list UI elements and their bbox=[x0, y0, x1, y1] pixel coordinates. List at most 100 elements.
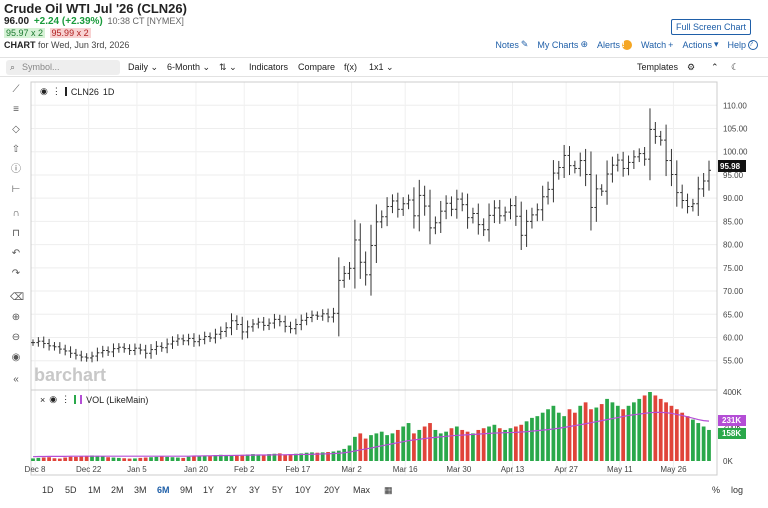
ohlc-bar bbox=[707, 160, 711, 191]
help-link[interactable]: Help? bbox=[727, 39, 758, 50]
range-button-1y[interactable]: 1Y bbox=[203, 485, 215, 495]
volume-bar bbox=[685, 416, 690, 461]
log-toggle[interactable]: log bbox=[731, 485, 744, 495]
line-tool-icon[interactable]: ⟋ bbox=[12, 84, 20, 95]
ohlc-bar bbox=[508, 198, 513, 220]
ohlc-bar bbox=[132, 343, 137, 356]
eye-icon[interactable]: ◉ bbox=[11, 352, 21, 363]
volume-bar bbox=[133, 458, 137, 461]
fib-tool-icon[interactable]: ≡ bbox=[13, 104, 19, 115]
full-screen-chart-button[interactable]: Full Screen Chart bbox=[671, 19, 751, 35]
ohlc-bar bbox=[492, 200, 497, 224]
ohlc-bar bbox=[31, 339, 35, 346]
range-button-1d[interactable]: 1D bbox=[42, 485, 54, 495]
volume-bar bbox=[294, 453, 298, 461]
interval-label: Daily bbox=[128, 62, 149, 72]
volume-bar bbox=[583, 402, 588, 461]
volume-tick-label: 0K bbox=[723, 457, 733, 466]
close-icon[interactable]: × bbox=[40, 394, 46, 405]
undo-icon[interactable]: ↶ bbox=[11, 248, 21, 259]
range-button-2m[interactable]: 2M bbox=[111, 485, 124, 495]
volume-bar bbox=[497, 428, 502, 461]
volume-bar bbox=[192, 455, 196, 461]
fx-button[interactable]: f(x) bbox=[344, 62, 357, 72]
price-line: 96.00 +2.24 (+2.39%) 10:38 CT [NYMEX] bbox=[4, 16, 184, 27]
chevron-down-icon: ⌄ bbox=[229, 62, 237, 72]
range-button-5d[interactable]: 5D bbox=[65, 485, 77, 495]
date-tick-label: Apr 13 bbox=[501, 465, 525, 474]
watch-link[interactable]: Watch + bbox=[641, 40, 673, 50]
zoom-in-icon[interactable]: ⊕ bbox=[11, 312, 21, 323]
volume-bar bbox=[353, 436, 357, 461]
volume-bar bbox=[234, 455, 239, 461]
percent-toggle[interactable]: % bbox=[712, 485, 721, 495]
range-button-10y[interactable]: 10Y bbox=[295, 485, 312, 495]
bar-type-select[interactable]: ⇅ ⌄ bbox=[219, 62, 237, 73]
chart-toolbar: ⌕ Symbol... Daily ⌄ 6-Month ⌄ ⇅ ⌄ Indica… bbox=[0, 57, 768, 77]
alerts-link[interactable]: Alerts! bbox=[597, 39, 632, 50]
layout-select[interactable]: 1x1 ⌄ bbox=[369, 62, 394, 73]
shape-tool-icon[interactable]: ◇ bbox=[12, 124, 20, 135]
range-button-1m[interactable]: 1M bbox=[88, 485, 101, 495]
collapse-icon[interactable]: ⌃ bbox=[711, 62, 719, 72]
templates-button[interactable]: Templates bbox=[637, 62, 679, 72]
volume-bar bbox=[438, 433, 443, 461]
info-tool-icon[interactable]: ⓘ bbox=[11, 164, 21, 175]
indicators-button[interactable]: Indicators bbox=[249, 62, 289, 72]
measure-tool-icon[interactable]: ⊢ bbox=[11, 184, 21, 195]
volume-bar bbox=[122, 458, 127, 461]
eye-icon[interactable]: ◉ bbox=[40, 86, 48, 96]
range-button-2y[interactable]: 2Y bbox=[226, 485, 238, 495]
theme-icon[interactable]: ☾ bbox=[731, 62, 740, 72]
compare-button[interactable]: Compare bbox=[298, 62, 336, 72]
volume-bar bbox=[159, 456, 164, 461]
ask-quote: 95.99 x 2 bbox=[49, 28, 91, 38]
volume-bar bbox=[449, 428, 454, 461]
volume-bar bbox=[562, 416, 567, 461]
more-icon[interactable]: ⋮ bbox=[51, 86, 61, 96]
zoom-out-icon[interactable]: ⊖ bbox=[11, 332, 21, 343]
range-button-max[interactable]: Max bbox=[353, 485, 371, 495]
volume-bar bbox=[513, 426, 518, 461]
vol-label: 158K bbox=[722, 429, 741, 438]
ohlc-bar bbox=[90, 351, 95, 363]
alert-icon: ! bbox=[622, 39, 632, 50]
ohlc-bar bbox=[73, 348, 78, 360]
range-button-3y[interactable]: 3Y bbox=[249, 485, 261, 495]
range-button-6m[interactable]: 6M bbox=[157, 485, 170, 495]
actions-menu[interactable]: Actions ▾ bbox=[682, 39, 718, 50]
notes-link[interactable]: Notes ✎ bbox=[495, 39, 528, 50]
my-charts-link[interactable]: My Charts ⊕ bbox=[537, 39, 588, 50]
range-button-9m[interactable]: 9M bbox=[180, 485, 193, 495]
ohlc-bar bbox=[52, 342, 57, 351]
gear-icon[interactable]: ⚙ bbox=[687, 62, 696, 72]
lock-icon[interactable]: ⊓ bbox=[12, 228, 20, 239]
interval-select[interactable]: Daily ⌄ bbox=[128, 62, 158, 73]
volume-bar bbox=[154, 456, 159, 461]
calendar-icon[interactable]: ▦ bbox=[384, 485, 393, 495]
symbol-search-input[interactable]: ⌕ Symbol... bbox=[6, 60, 120, 75]
range-button-3m[interactable]: 3M bbox=[134, 485, 147, 495]
volume-bar bbox=[175, 457, 180, 461]
range-button-20y[interactable]: 20Y bbox=[324, 485, 341, 495]
bid-ask: 95.97 x 2 95.99 x 2 bbox=[4, 28, 91, 38]
volume-bar bbox=[283, 454, 288, 461]
eye-icon[interactable]: ◉ bbox=[49, 394, 58, 404]
range-button-5y[interactable]: 5Y bbox=[272, 485, 284, 495]
ohlc-bar bbox=[57, 342, 62, 354]
collapse-left-icon[interactable]: « bbox=[13, 374, 19, 385]
volume-bar bbox=[680, 412, 685, 461]
redo-icon[interactable]: ↷ bbox=[11, 268, 21, 279]
ohlc-bar bbox=[669, 148, 674, 187]
magnet-icon[interactable]: ∩ bbox=[12, 208, 20, 219]
volume-bar bbox=[202, 455, 207, 461]
more-icon[interactable]: ⋮ bbox=[61, 394, 71, 404]
volume-bar bbox=[299, 453, 304, 461]
range-label: 6-Month bbox=[167, 62, 201, 72]
watermark: barchart bbox=[34, 365, 106, 385]
trash-icon[interactable]: ⌫ bbox=[10, 292, 25, 303]
range-select[interactable]: 6-Month ⌄ bbox=[167, 62, 210, 73]
ohlc-bar bbox=[594, 174, 599, 222]
arrow-tool-icon[interactable]: ⇧ bbox=[11, 144, 21, 155]
ohlc-bar bbox=[208, 332, 213, 343]
